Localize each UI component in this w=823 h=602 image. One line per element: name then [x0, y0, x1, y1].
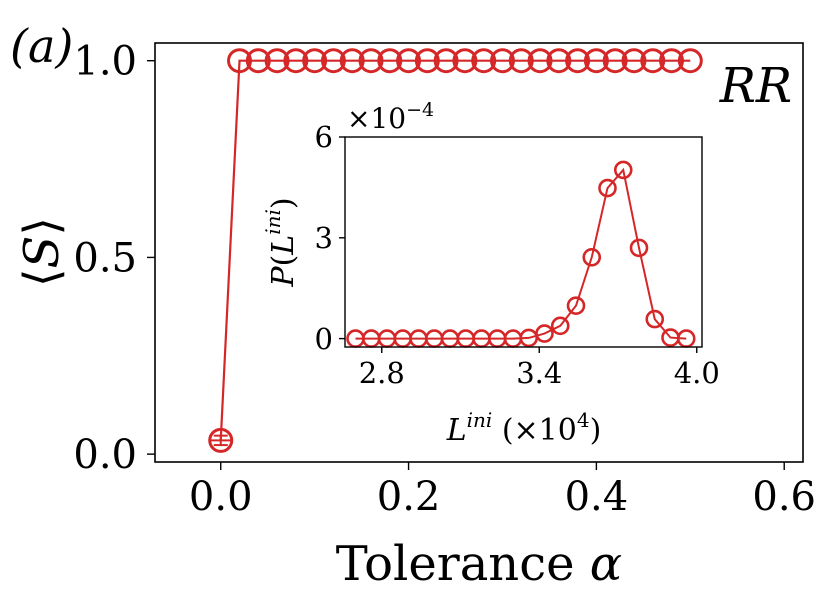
main-ytick-label: 0.0	[73, 432, 137, 478]
main-data-point	[508, 48, 534, 74]
main-data-point	[565, 48, 591, 74]
main-data-point	[621, 48, 647, 74]
inset-ylabel: P(Lini)	[261, 197, 301, 287]
main-data-point	[208, 427, 234, 453]
inset-xlabel: Lini (×104)	[446, 408, 602, 448]
main-data-point	[527, 48, 553, 74]
main-data-point	[471, 48, 497, 74]
inset-xtick-label: 4.0	[674, 356, 720, 390]
main-data-point	[677, 48, 703, 74]
main-data-point	[640, 48, 666, 74]
main-plot: 0.0 0.2 0.4 0.6 0.0 0.5 1.0 Tolerance α ⟨S⟩ (a…	[10, 19, 816, 592]
inset-data-point	[613, 160, 633, 180]
main-xlabel: Tolerance α	[336, 536, 622, 592]
inset-series	[346, 160, 696, 348]
main-data-point	[414, 48, 440, 74]
main-xtick-label: 0.0	[189, 474, 253, 520]
inset-xtick-label: 2.8	[359, 356, 405, 390]
inset-data-point	[582, 247, 602, 267]
main-series-line	[219, 59, 691, 441]
main-data-point	[283, 48, 309, 74]
main-xtick-label: 0.4	[565, 474, 629, 520]
main-data-point	[320, 48, 346, 74]
inset-plot: 2.8 3.4 4.0 0 3 6 ×10−4 Lini (×104) P(Lini)	[261, 99, 720, 448]
main-data-point	[245, 48, 271, 74]
main-data-point	[489, 48, 515, 74]
main-data-point	[546, 48, 572, 74]
main-data-point	[583, 48, 609, 74]
main-data-point	[227, 48, 253, 74]
main-series	[208, 48, 703, 453]
main-xtick-label: 0.6	[752, 474, 816, 520]
main-data-point	[339, 48, 365, 74]
inset-data-point	[598, 178, 617, 198]
inset-data-point	[645, 309, 665, 329]
main-ylabel: ⟨S⟩	[14, 217, 70, 287]
main-data-point	[358, 48, 384, 74]
inset-data-point	[535, 324, 554, 343]
inset-data-point	[629, 238, 649, 258]
inset-scale-label: ×10−4	[347, 99, 434, 135]
main-ytick-label: 1.0	[73, 39, 137, 85]
main-data-point	[264, 48, 290, 74]
main-data-point	[302, 48, 328, 74]
main-plot-frame	[154, 42, 804, 463]
inset-ytick-label: 6	[315, 120, 333, 154]
inset-plot-frame	[344, 136, 703, 348]
inset-xtick-label: 3.4	[516, 356, 562, 390]
panel-label: (a)	[10, 19, 73, 73]
main-data-point	[602, 48, 628, 74]
inset-ticks: 2.8 3.4 4.0 0 3 6	[315, 120, 720, 390]
main-data-point	[433, 48, 459, 74]
corner-label: RR	[719, 58, 792, 114]
main-ticks: 0.0 0.2 0.4 0.6 0.0 0.5 1.0	[73, 39, 816, 520]
main-data-point	[377, 48, 403, 74]
main-data-point	[396, 48, 422, 74]
inset-ytick-label: 3	[315, 221, 333, 255]
inset-data-point	[550, 316, 570, 336]
inset-data-point	[566, 296, 586, 315]
main-data-point	[452, 48, 478, 74]
main-data-point	[659, 48, 685, 74]
main-xtick-label: 0.2	[377, 474, 441, 520]
inset-ytick-label: 0	[315, 322, 333, 356]
main-ytick-label: 0.5	[73, 235, 137, 281]
